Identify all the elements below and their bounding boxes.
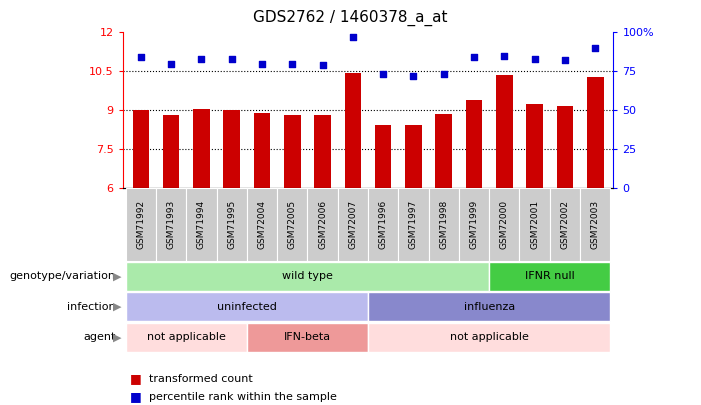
Text: ▶: ▶ — [113, 271, 121, 281]
Text: GSM72005: GSM72005 — [288, 200, 297, 249]
Text: GSM71992: GSM71992 — [137, 200, 145, 249]
Point — [408, 73, 419, 79]
Bar — [156, 188, 186, 261]
Text: IFNR null: IFNR null — [525, 271, 575, 281]
Text: GSM71995: GSM71995 — [227, 200, 236, 249]
Bar — [217, 188, 247, 261]
Text: GSM71998: GSM71998 — [440, 200, 448, 249]
Bar — [247, 323, 368, 352]
Text: GSM72003: GSM72003 — [591, 200, 599, 249]
Bar — [284, 115, 301, 188]
Bar — [368, 188, 398, 261]
Point — [468, 54, 479, 61]
Point — [347, 34, 358, 40]
Bar — [277, 188, 308, 261]
Bar — [435, 114, 452, 188]
Point — [135, 54, 147, 61]
Bar — [308, 188, 338, 261]
Text: influenza: influenza — [463, 302, 515, 312]
Text: infection: infection — [67, 302, 116, 312]
Bar — [125, 262, 489, 291]
Text: GSM71999: GSM71999 — [470, 200, 479, 249]
Bar — [526, 104, 543, 188]
Point — [559, 57, 571, 64]
Bar — [345, 72, 361, 188]
Bar — [193, 109, 210, 188]
Bar — [125, 188, 156, 261]
Bar — [428, 188, 459, 261]
Point — [257, 60, 268, 67]
Bar — [465, 100, 482, 188]
Bar — [375, 125, 391, 188]
Bar — [254, 113, 271, 188]
Text: GSM72007: GSM72007 — [348, 200, 358, 249]
Text: IFN-beta: IFN-beta — [284, 332, 331, 342]
Text: agent: agent — [83, 332, 116, 342]
Bar — [489, 262, 611, 291]
Bar — [489, 188, 519, 261]
Bar — [224, 110, 240, 188]
Text: ▶: ▶ — [113, 302, 121, 312]
Point — [317, 62, 328, 68]
Bar — [247, 188, 277, 261]
Bar — [519, 188, 550, 261]
Bar — [186, 188, 217, 261]
Bar — [125, 323, 247, 352]
Text: GSM71994: GSM71994 — [197, 200, 206, 249]
Text: not applicable: not applicable — [450, 332, 529, 342]
Bar — [338, 188, 368, 261]
Bar — [368, 292, 611, 322]
Text: ■: ■ — [130, 372, 142, 385]
Point — [287, 60, 298, 67]
Point — [438, 71, 449, 78]
Text: GSM72002: GSM72002 — [560, 200, 569, 249]
Point — [165, 60, 177, 67]
Text: transformed count: transformed count — [149, 374, 253, 384]
Bar — [314, 115, 331, 188]
Bar — [587, 77, 604, 188]
Text: wild type: wild type — [282, 271, 333, 281]
Bar — [132, 110, 149, 188]
Text: percentile rank within the sample: percentile rank within the sample — [149, 392, 337, 402]
Bar — [368, 323, 611, 352]
Text: ▶: ▶ — [113, 332, 121, 342]
Bar — [496, 75, 512, 188]
Point — [378, 71, 389, 78]
Point — [226, 55, 238, 62]
Text: GSM72004: GSM72004 — [257, 200, 266, 249]
Bar — [398, 188, 428, 261]
Text: GSM72001: GSM72001 — [530, 200, 539, 249]
Text: genotype/variation: genotype/variation — [10, 271, 116, 281]
Text: not applicable: not applicable — [147, 332, 226, 342]
Text: GDS2762 / 1460378_a_at: GDS2762 / 1460378_a_at — [253, 10, 448, 26]
Point — [529, 55, 540, 62]
Text: GSM71993: GSM71993 — [167, 200, 176, 249]
Text: GSM72006: GSM72006 — [318, 200, 327, 249]
Text: GSM72000: GSM72000 — [500, 200, 509, 249]
Point — [498, 53, 510, 59]
Bar — [557, 107, 573, 188]
Point — [196, 55, 207, 62]
Bar — [163, 115, 179, 188]
Point — [590, 45, 601, 51]
Bar — [550, 188, 580, 261]
Text: GSM71996: GSM71996 — [379, 200, 388, 249]
Bar — [405, 125, 422, 188]
Text: GSM71997: GSM71997 — [409, 200, 418, 249]
Bar — [125, 292, 368, 322]
Bar — [580, 188, 611, 261]
Text: ■: ■ — [130, 390, 142, 403]
Text: uninfected: uninfected — [217, 302, 277, 312]
Bar — [459, 188, 489, 261]
